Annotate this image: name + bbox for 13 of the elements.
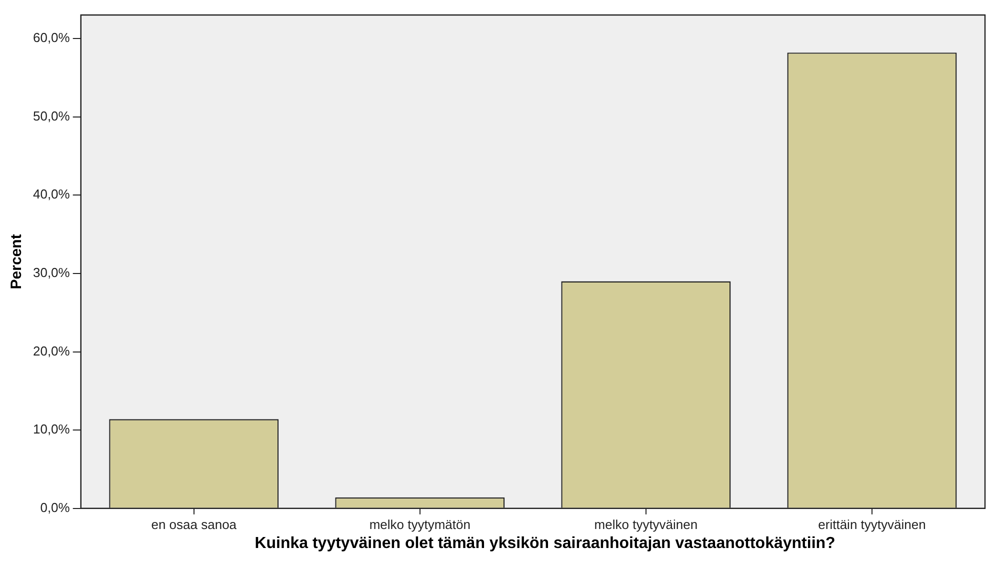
x-tick-label: en osaa sanoa [151, 516, 238, 532]
y-tick-label: 20,0% [32, 343, 70, 358]
x-tick-label: melko tyytyväinen [594, 516, 698, 532]
y-tick-label: 10,0% [32, 422, 70, 437]
x-tick-label: melko tyytymätön [369, 516, 470, 532]
y-tick-label: 50,0% [32, 108, 70, 124]
y-tick-label: 40,0% [32, 186, 70, 202]
y-tick-label: 0,0% [40, 500, 70, 515]
y-tick-label: 60,0% [32, 30, 70, 46]
y-tick-label: 30,0% [32, 265, 70, 280]
x-axis-title: Kuinka tyytyväinen olet tämän yksikön sairaanhoitajan vastaanottokäyntiin? [254, 535, 836, 552]
x-tick-label: erittäin tyytyväinen [818, 516, 926, 532]
y-axis-title: Percent [8, 234, 26, 290]
